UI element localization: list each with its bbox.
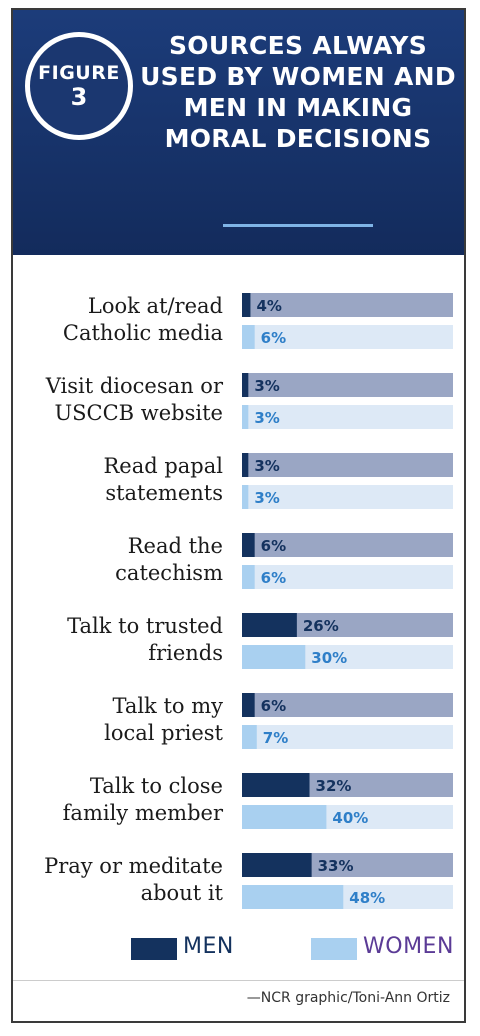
legend-men-swatch [131, 938, 177, 960]
category-label: statements [105, 481, 223, 505]
figure-badge: FIGURE 3 [25, 32, 133, 140]
men-value-label: 6% [261, 697, 286, 715]
women-value-label: 40% [332, 809, 368, 827]
women-bar-track [242, 485, 453, 509]
women-bar-track [242, 325, 453, 349]
category-label: Talk to close [90, 774, 223, 798]
credit-divider [13, 980, 464, 981]
men-value-label: 26% [303, 617, 339, 635]
men-bar [242, 373, 249, 397]
women-value-label: 6% [261, 329, 286, 347]
women-bar-track [242, 565, 453, 589]
figure-frame: FIGURE 3 SOURCES ALWAYS USED BY WOMEN AN… [11, 8, 466, 1023]
men-bar [242, 533, 255, 557]
women-value-label: 3% [254, 409, 279, 427]
women-bar-track [242, 405, 453, 429]
women-bar-track [242, 725, 453, 749]
women-bar [242, 805, 327, 829]
category-label: Talk to trusted [67, 614, 223, 638]
category-label: Catholic media [63, 321, 223, 345]
women-bar [242, 405, 249, 429]
women-bar [242, 325, 255, 349]
men-value-label: 33% [318, 857, 354, 875]
men-value-label: 6% [261, 537, 286, 555]
category-label: Talk to my [112, 694, 223, 718]
men-bar-track [242, 453, 453, 477]
figure-badge-number: 3 [70, 83, 88, 111]
men-bar [242, 693, 255, 717]
category-label: friends [148, 641, 223, 665]
men-bar [242, 853, 312, 877]
bar-chart: Look at/read Catholic media 4% 6% Visit dioc… [44, 293, 453, 909]
category-label: catechism [115, 561, 223, 585]
men-bar-track [242, 293, 453, 317]
men-value-label: 4% [256, 297, 281, 315]
title-underline [223, 224, 373, 227]
category-label: Look at/read [88, 294, 223, 318]
category-label: Read papal [103, 454, 223, 478]
men-bar [242, 613, 297, 637]
figure-badge-word: FIGURE [38, 62, 120, 84]
category-label: Read the [128, 534, 223, 558]
women-bar [242, 885, 344, 909]
men-value-label: 3% [254, 457, 279, 475]
category-label: Visit diocesan or [45, 374, 224, 398]
women-value-label: 6% [261, 569, 286, 587]
legend-men-label: MEN [183, 934, 234, 959]
women-bar [242, 565, 255, 589]
legend-women-swatch [311, 938, 357, 960]
women-bar [242, 645, 306, 669]
category-label: Pray or meditate [44, 854, 223, 878]
men-value-label: 3% [254, 377, 279, 395]
chart-title: SOURCES ALWAYS USED BY WOMEN AND MEN IN … [140, 31, 456, 153]
men-bar-track [242, 533, 453, 557]
men-value-label: 32% [316, 777, 352, 795]
category-label: family member [63, 801, 224, 825]
men-bar-track [242, 373, 453, 397]
category-label: local priest [104, 721, 223, 745]
category-label: about it [141, 881, 224, 905]
women-value-label: 48% [349, 889, 385, 907]
category-label: USCCB website [54, 401, 223, 425]
women-value-label: 7% [263, 729, 288, 747]
women-bar [242, 725, 257, 749]
legend-women-label: WOMEN [363, 934, 454, 959]
women-value-label: 3% [254, 489, 279, 507]
men-bar-track [242, 693, 453, 717]
women-value-label: 30% [311, 649, 347, 667]
women-bar [242, 485, 249, 509]
men-bar [242, 453, 249, 477]
graphic-credit: —NCR graphic/Toni-Ann Ortiz [246, 990, 450, 1006]
figure-header: FIGURE 3 SOURCES ALWAYS USED BY WOMEN AN… [13, 10, 464, 255]
men-bar [242, 293, 251, 317]
men-bar [242, 773, 310, 797]
